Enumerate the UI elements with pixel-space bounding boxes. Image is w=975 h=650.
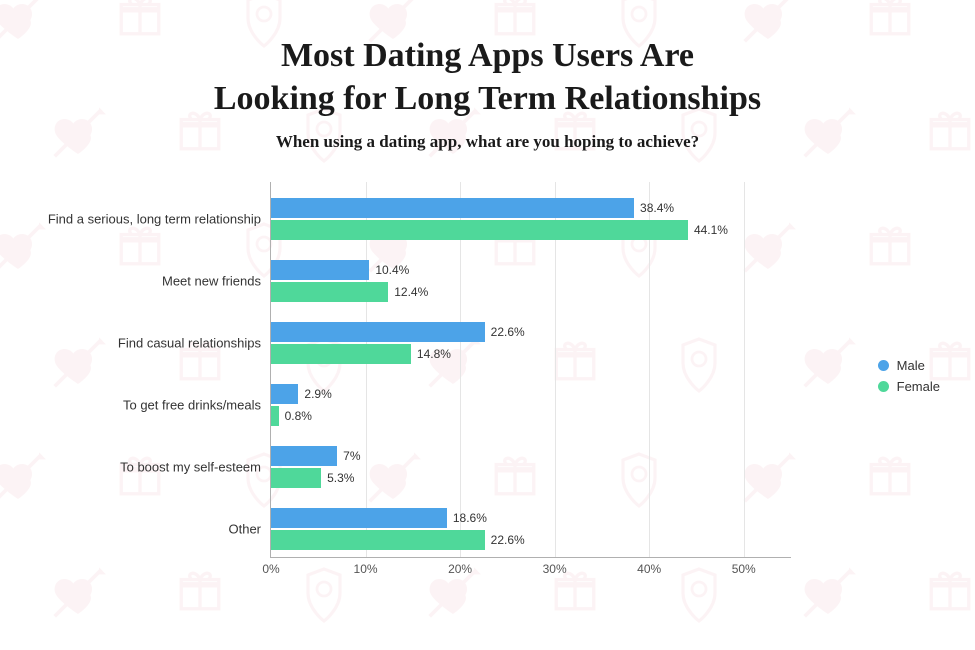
category-group: Meet new friends10.4%12.4% [271,260,791,302]
category-label: Meet new friends [162,273,271,288]
bar-female: 12.4% [271,282,388,302]
x-tick: 30% [543,562,567,576]
category-label: Find casual relationships [118,335,271,350]
bar-value-label: 5.3% [321,468,354,488]
bar-male: 22.6% [271,322,485,342]
title-line-2: Looking for Long Term Relationships [214,80,761,117]
category-label: To boost my self-esteem [120,459,271,474]
chart-title: Most Dating Apps Users Are Looking for L… [78,35,898,120]
category-label: Other [228,521,271,536]
x-tick: 40% [637,562,661,576]
bar-value-label: 10.4% [369,260,409,280]
category-group: Other18.6%22.6% [271,508,791,550]
bar-value-label: 14.8% [411,344,451,364]
bar-male: 18.6% [271,508,447,528]
legend-swatch-male [878,360,889,371]
bar-value-label: 38.4% [634,198,674,218]
bar-value-label: 12.4% [388,282,428,302]
x-tick: 20% [448,562,472,576]
legend-item-male: Male [878,358,940,373]
legend: Male Female [878,352,940,400]
bar-male: 38.4% [271,198,634,218]
title-line-1: Most Dating Apps Users Are [281,37,694,74]
bar-female: 0.8% [271,406,279,426]
category-group: To get free drinks/meals2.9%0.8% [271,384,791,426]
bar-value-label: 22.6% [485,530,525,550]
plot-area: 0%10%20%30%40%50%Find a serious, long te… [270,182,791,558]
bar-female: 44.1% [271,220,688,240]
category-label: Find a serious, long term relationship [48,211,271,226]
legend-item-female: Female [878,379,940,394]
chart: 0% 10% 20% 30% 40% 50% Find a serious, long te… [0,182,975,592]
category-group: To boost my self-esteem7%5.3% [271,446,791,488]
legend-label-male: Male [897,358,925,373]
bar-female: 22.6% [271,530,485,550]
bar-female: 14.8% [271,344,411,364]
bar-value-label: 22.6% [485,322,525,342]
bar-value-label: 44.1% [688,220,728,240]
content: Most Dating Apps Users Are Looking for L… [0,0,975,592]
chart-subtitle: When using a dating app, what are you ho… [0,132,975,152]
legend-swatch-female [878,381,889,392]
category-group: Find casual relationships22.6%14.8% [271,322,791,364]
bar-value-label: 7% [337,446,360,466]
bar-value-label: 2.9% [298,384,331,404]
bar-male: 10.4% [271,260,369,280]
bar-value-label: 18.6% [447,508,487,528]
x-tick: 10% [354,562,378,576]
x-tick: 0% [262,562,279,576]
category-group: Find a serious, long term relationship38… [271,198,791,240]
bar-male: 2.9% [271,384,298,404]
bar-female: 5.3% [271,468,321,488]
legend-label-female: Female [897,379,940,394]
category-label: To get free drinks/meals [123,397,271,412]
bar-value-label: 0.8% [279,406,312,426]
x-tick: 50% [732,562,756,576]
bar-male: 7% [271,446,337,466]
